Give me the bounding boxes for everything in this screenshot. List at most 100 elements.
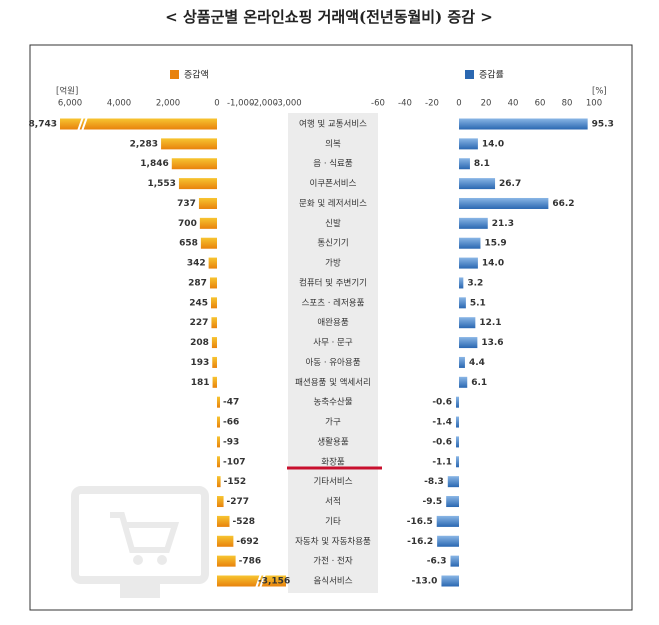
value-label: -107: [223, 457, 246, 467]
category-label: 화장품: [321, 456, 345, 467]
bar: [200, 237, 217, 249]
bar: [211, 317, 217, 329]
x-tick-label: -2,000: [251, 99, 278, 109]
x-tick-label: 0: [456, 99, 461, 109]
value-label: -786: [239, 557, 262, 567]
bar: [459, 237, 481, 249]
bar: [456, 456, 459, 468]
value-label: 3.2: [467, 278, 483, 288]
axis-break: [255, 573, 266, 589]
x-tick-label: 60: [535, 99, 546, 109]
category-label: 가전 · 전자: [313, 556, 353, 567]
value-label: -152: [224, 477, 247, 487]
bar: [217, 496, 224, 508]
category-label: 컴퓨터 및 주변기기: [299, 277, 367, 288]
page-title: < 상품군별 온라인쇼핑 거래액(전년동월비) 증감 >: [165, 8, 493, 26]
value-label: 193: [190, 358, 209, 368]
value-label: 700: [178, 219, 197, 229]
value-label: 6.1: [471, 378, 487, 388]
legend-label: 증감률: [479, 69, 504, 81]
bar: [212, 356, 217, 368]
value-label: 342: [187, 259, 206, 269]
x-tick-label: -1,000: [227, 99, 254, 109]
x-tick-label: -40: [398, 99, 412, 109]
value-label: -0.6: [432, 437, 452, 447]
value-label: 208: [190, 338, 209, 348]
bar: [212, 376, 217, 388]
value-label: -528: [232, 517, 255, 527]
category-label: 기타서비스: [313, 477, 352, 487]
bar: [446, 496, 459, 508]
bar: [211, 337, 217, 349]
value-label: 14.0: [482, 259, 504, 269]
value-label: 1,846: [140, 159, 168, 169]
value-label: 95.3: [592, 120, 614, 130]
bar: [456, 396, 459, 408]
bar: [459, 337, 478, 349]
legend-swatch: [465, 70, 474, 79]
value-label: -0.6: [432, 398, 452, 408]
category-label: 기타: [325, 517, 341, 527]
category-label: 패션용품 및 액세서리: [295, 377, 371, 388]
value-label: 245: [189, 298, 208, 308]
value-label: 5.1: [470, 298, 486, 308]
bar: [459, 158, 470, 170]
unit-label: [억원]: [56, 86, 78, 97]
x-tick-label: 2,000: [156, 99, 180, 109]
bar: [459, 277, 464, 289]
bar: [217, 416, 220, 428]
bar: [217, 456, 220, 468]
bar: [459, 197, 549, 209]
value-label: -9.5: [422, 497, 442, 507]
bar: [217, 535, 234, 547]
value-label: 2,283: [130, 139, 158, 149]
value-label: 26.7: [499, 179, 521, 189]
bar: [459, 317, 476, 329]
x-tick-label: 20: [481, 99, 492, 109]
value-label: -8.3: [424, 477, 444, 487]
category-label: 가방: [325, 258, 341, 269]
category-label: 스포츠 · 레저용품: [302, 298, 365, 308]
bar: [209, 277, 217, 289]
x-tick-label: -60: [371, 99, 385, 109]
category-label: 음식서비스: [313, 577, 352, 587]
value-label: 13.6: [481, 338, 503, 348]
value-label: 287: [188, 278, 207, 288]
axis-break: [77, 116, 88, 132]
x-tick-label: 0: [214, 99, 219, 109]
category-label: 사무 · 문구: [313, 338, 353, 348]
bar: [459, 138, 478, 150]
value-label: 658: [179, 239, 198, 249]
x-tick-label: -3,000: [274, 99, 301, 109]
bar: [441, 575, 459, 587]
category-label: 여행 및 교통서비스: [299, 119, 367, 130]
value-label: -93: [223, 437, 239, 447]
value-label: 737: [177, 199, 196, 209]
bar: [217, 436, 220, 448]
value-label: -16.5: [407, 517, 433, 527]
value-label: -6.3: [427, 557, 447, 567]
value-label: 14.0: [482, 139, 504, 149]
category-label: 자동차 및 자동차용품: [295, 536, 371, 547]
bar: [459, 118, 588, 130]
legend-swatch: [170, 70, 179, 79]
bar: [217, 555, 236, 567]
bar: [210, 297, 217, 309]
bar: [217, 396, 220, 408]
value-label: 21.3: [492, 219, 514, 229]
category-label: 생활용품: [317, 436, 348, 447]
category-label: 애완용품: [317, 318, 348, 328]
bar: [459, 257, 478, 269]
value-label: 181: [191, 378, 210, 388]
x-tick-label: 100: [586, 99, 602, 109]
bar: [208, 257, 217, 269]
value-label: -277: [227, 497, 250, 507]
value-label: 66.2: [552, 199, 574, 209]
watermark: [71, 486, 209, 598]
bar: [178, 178, 217, 190]
category-label: 통신기기: [317, 239, 348, 249]
category-label: 의복: [325, 138, 341, 149]
category-label: 서적: [325, 496, 341, 507]
value-label: 8,743: [29, 120, 57, 130]
